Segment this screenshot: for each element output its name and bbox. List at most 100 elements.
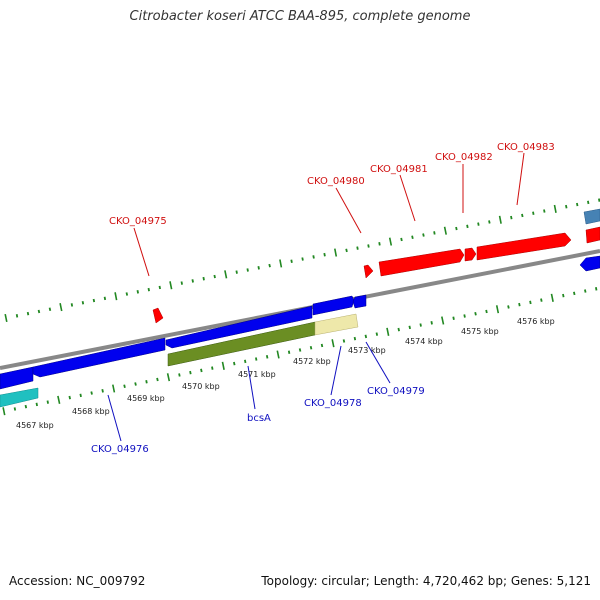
- minor-tick: [507, 305, 510, 309]
- minor-tick: [257, 266, 260, 270]
- gene-label-CKO_04978: CKO_04978: [304, 398, 362, 409]
- gene-blue-5: [352, 294, 367, 309]
- minor-tick: [301, 257, 304, 261]
- major-tick: [224, 270, 228, 279]
- gene-label-CKO_04983: CKO_04983: [497, 142, 555, 153]
- minor-tick: [452, 316, 455, 320]
- leader-line: [107, 394, 122, 442]
- minor-tick: [70, 303, 74, 307]
- minor-tick: [180, 281, 183, 285]
- minor-tick: [15, 314, 19, 318]
- minor-tick: [101, 389, 104, 393]
- leader-line: [247, 365, 256, 410]
- minor-tick: [309, 346, 313, 350]
- major-tick: [495, 305, 500, 314]
- minor-tick: [13, 407, 17, 411]
- minor-tick: [375, 332, 379, 336]
- minor-tick: [518, 302, 521, 307]
- kbp-label: 4575 kbp: [461, 327, 499, 336]
- gene-label-CKO_04976: CKO_04976: [91, 444, 149, 455]
- kbp-label: 4568 kbp: [72, 407, 110, 416]
- gene-cyan: [0, 387, 39, 408]
- minor-tick: [103, 296, 107, 301]
- minor-tick: [488, 220, 491, 224]
- minor-tick: [233, 361, 236, 366]
- major-tick: [441, 316, 445, 325]
- minor-tick: [189, 370, 192, 375]
- minor-tick: [90, 391, 93, 395]
- minor-tick: [134, 382, 137, 386]
- minor-tick: [48, 307, 52, 311]
- minor-tick: [397, 327, 400, 332]
- outer-tick-rail: [4, 198, 600, 323]
- minor-tick: [353, 336, 357, 341]
- minor-tick: [68, 395, 71, 400]
- genome-summary-text: Topology: circular; Length: 4,720,462 bp…: [261, 574, 591, 588]
- gene-yellow: [314, 313, 359, 336]
- minor-tick: [463, 314, 466, 318]
- minor-tick: [529, 300, 532, 305]
- minor-tick: [246, 268, 249, 272]
- gene-red-3: [476, 232, 572, 261]
- gene-red-1: [378, 248, 465, 277]
- gene-label-CKO_04980: CKO_04980: [307, 176, 365, 187]
- minor-tick: [419, 323, 422, 327]
- reverse-strand-genes: [0, 255, 600, 408]
- kbp-label: 4576 kbp: [517, 317, 555, 326]
- minor-tick: [145, 380, 148, 384]
- minor-tick: [378, 242, 381, 246]
- gene-label-bcsA: bcsA: [247, 413, 271, 424]
- major-tick: [279, 259, 283, 268]
- major-tick: [114, 292, 118, 301]
- gene-label-CKO_04975: CKO_04975: [109, 216, 167, 227]
- kbp-label: 4572 kbp: [293, 357, 331, 366]
- minor-tick: [213, 274, 216, 279]
- minor-tick: [235, 270, 238, 274]
- leader-line: [133, 227, 150, 277]
- major-tick: [2, 407, 6, 416]
- minor-tick: [356, 246, 359, 250]
- minor-tick: [79, 393, 82, 398]
- major-tick: [57, 395, 61, 404]
- gene-label-CKO_04982: CKO_04982: [435, 152, 493, 163]
- minor-tick: [422, 233, 425, 237]
- forward-gene-labels: CKO_04975 CKO_04980 CKO_04981 CKO_04982 …: [109, 142, 555, 277]
- major-tick: [388, 237, 393, 246]
- minor-tick: [474, 312, 477, 316]
- minor-tick: [598, 198, 600, 202]
- kbp-labels: 4567 kbp 4568 kbp 4569 kbp 4570 kbp 4571…: [16, 317, 555, 430]
- minor-tick: [298, 348, 302, 352]
- gene-steel-right: [583, 208, 600, 225]
- minor-tick: [455, 226, 458, 231]
- major-tick: [331, 339, 335, 348]
- minor-tick: [587, 200, 590, 205]
- minor-tick: [26, 311, 30, 316]
- minor-tick: [290, 259, 293, 263]
- gene-label-CKO_04979: CKO_04979: [367, 386, 425, 397]
- major-tick: [553, 204, 557, 213]
- gene-red-right: [585, 226, 600, 244]
- minor-tick: [411, 235, 414, 239]
- major-tick: [112, 384, 116, 393]
- inner-tick-rail: [2, 287, 598, 416]
- minor-tick: [408, 325, 411, 330]
- minor-tick: [532, 211, 535, 215]
- minor-tick: [46, 400, 49, 404]
- gene-blue-4: [312, 295, 355, 316]
- minor-tick: [320, 343, 324, 348]
- kbp-label: 4573 kbp: [348, 346, 386, 355]
- minor-tick: [265, 355, 269, 359]
- minor-tick: [200, 368, 203, 373]
- minor-tick: [125, 292, 129, 296]
- minor-tick: [244, 359, 247, 364]
- minor-tick: [287, 350, 291, 354]
- minor-tick: [211, 366, 214, 370]
- gene-red-small: [363, 264, 374, 279]
- major-tick: [550, 293, 554, 302]
- minor-tick: [433, 231, 436, 235]
- minor-tick: [565, 204, 568, 209]
- minor-tick: [268, 263, 271, 268]
- accession-text: Accession: NC_009792: [9, 574, 146, 588]
- kbp-label: 4567 kbp: [16, 421, 54, 430]
